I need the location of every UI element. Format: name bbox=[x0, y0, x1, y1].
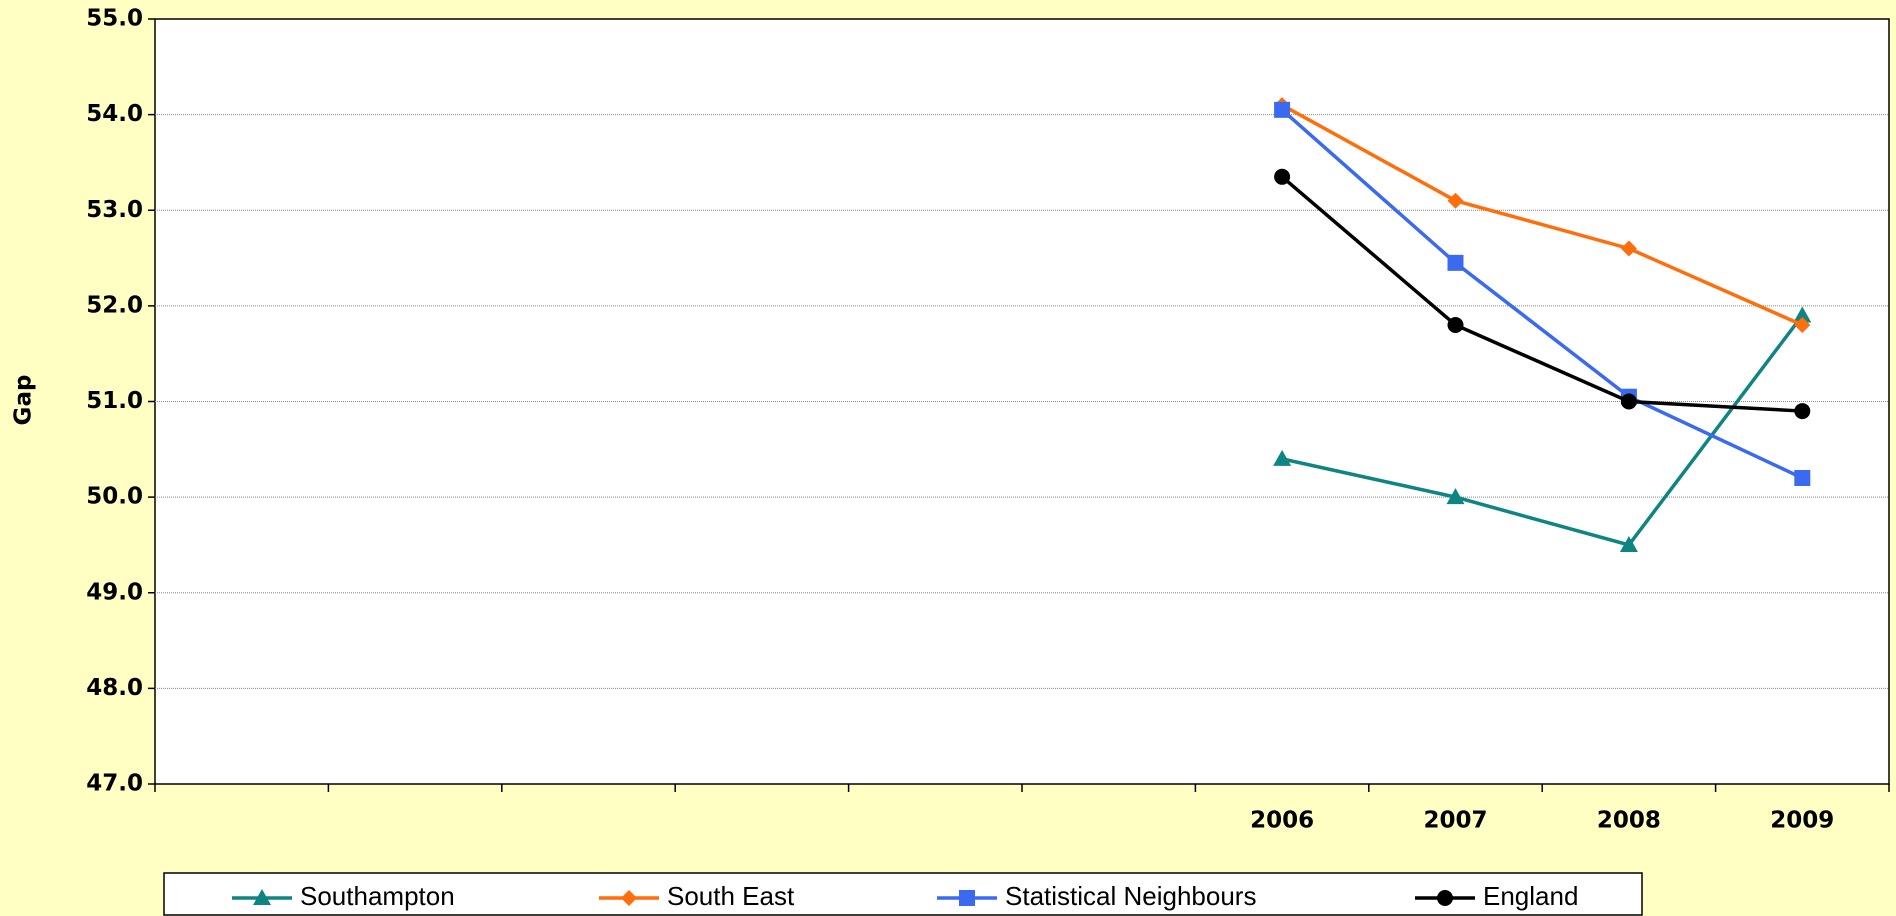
series-line bbox=[1280, 108, 1804, 480]
legend-label: Statistical Neighbours bbox=[1005, 881, 1256, 911]
legend-label: South East bbox=[667, 881, 795, 911]
y-tick-label: 50.0 bbox=[86, 484, 143, 510]
data-point bbox=[1794, 317, 1811, 333]
legend-label: Southampton bbox=[300, 881, 455, 911]
x-tick-label: 2009 bbox=[1770, 808, 1834, 834]
y-tick-label: 54.0 bbox=[86, 101, 143, 127]
y-tick-label: 49.0 bbox=[86, 579, 143, 605]
x-tick-label: 2008 bbox=[1597, 808, 1661, 834]
y-tick-label: 51.0 bbox=[86, 388, 143, 414]
data-point bbox=[1273, 449, 1292, 466]
series-line bbox=[1281, 103, 1804, 327]
x-tick-label: 2006 bbox=[1250, 808, 1314, 834]
x-tick-label: 2007 bbox=[1423, 808, 1487, 834]
data-point bbox=[1620, 393, 1637, 410]
y-tick-label: 53.0 bbox=[86, 197, 143, 223]
data-point bbox=[1446, 488, 1465, 505]
legend-marker bbox=[621, 890, 637, 906]
y-tick-label: 48.0 bbox=[86, 675, 143, 701]
data-point bbox=[1447, 317, 1464, 333]
plot-area bbox=[154, 18, 1890, 785]
legend-label: England bbox=[1483, 881, 1578, 911]
legend-marker bbox=[253, 889, 271, 905]
data-point bbox=[1447, 254, 1464, 271]
data-point bbox=[1620, 240, 1637, 257]
y-tick-label: 47.0 bbox=[86, 771, 143, 797]
data-point bbox=[1794, 470, 1811, 486]
data-point bbox=[1447, 192, 1464, 209]
series-line bbox=[1281, 314, 1804, 547]
data-point bbox=[1619, 535, 1638, 552]
data-point bbox=[1794, 403, 1811, 420]
data-point bbox=[1793, 306, 1812, 323]
legend-marker bbox=[959, 890, 975, 906]
y-tick-label: 52.0 bbox=[86, 292, 143, 318]
legend bbox=[163, 872, 1643, 916]
series-line bbox=[1280, 175, 1803, 413]
y-tick-label: 55.0 bbox=[86, 6, 143, 32]
y-axis-label: Gap bbox=[11, 375, 37, 426]
legend-marker bbox=[1437, 890, 1453, 906]
data-point bbox=[1274, 101, 1291, 118]
data-point bbox=[1274, 168, 1291, 185]
